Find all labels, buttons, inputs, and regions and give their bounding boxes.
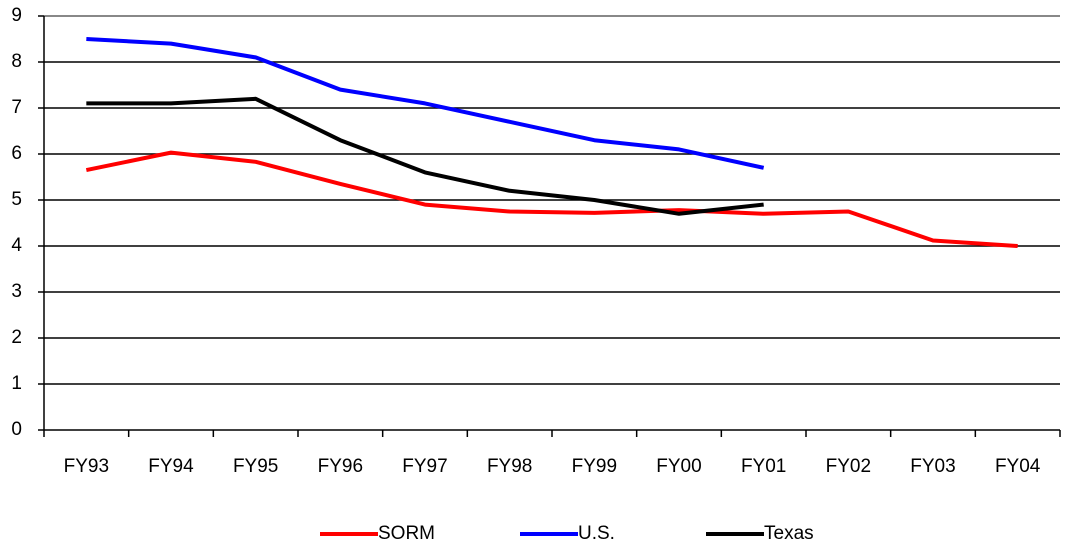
x-tick-label: FY93 xyxy=(64,456,109,477)
y-tick-label: 2 xyxy=(11,327,22,348)
y-tick-label: 8 xyxy=(11,51,22,72)
x-tick-label: FY98 xyxy=(487,456,532,477)
y-tick-label: 6 xyxy=(11,143,22,164)
x-tick-label: FY00 xyxy=(656,456,701,477)
y-tick-label: 1 xyxy=(11,373,22,394)
y-tick-label: 0 xyxy=(11,419,22,440)
x-tick-label: FY94 xyxy=(148,456,194,477)
legend-label: SORM xyxy=(378,523,435,544)
y-tick-label: 7 xyxy=(11,97,22,118)
y-tick-label: 3 xyxy=(11,281,22,302)
x-tick-label: FY02 xyxy=(826,456,871,477)
x-tick-label: FY01 xyxy=(741,456,786,477)
y-tick-label: 5 xyxy=(11,189,22,210)
y-tick-label: 9 xyxy=(11,5,22,26)
series-line xyxy=(85,150,1018,248)
x-tick-label: FY99 xyxy=(572,456,617,477)
x-tick-label: FY04 xyxy=(995,456,1041,477)
legend-label: Texas xyxy=(764,523,814,544)
legend-label: U.S. xyxy=(578,523,615,544)
y-tick-label: 4 xyxy=(11,235,22,256)
series-line xyxy=(86,96,764,216)
x-tick-label: FY95 xyxy=(233,456,278,477)
series-line xyxy=(86,37,765,170)
x-tick-label: FY03 xyxy=(910,456,955,477)
x-tick-label: FY96 xyxy=(318,456,363,477)
x-tick-label: FY97 xyxy=(402,456,447,477)
